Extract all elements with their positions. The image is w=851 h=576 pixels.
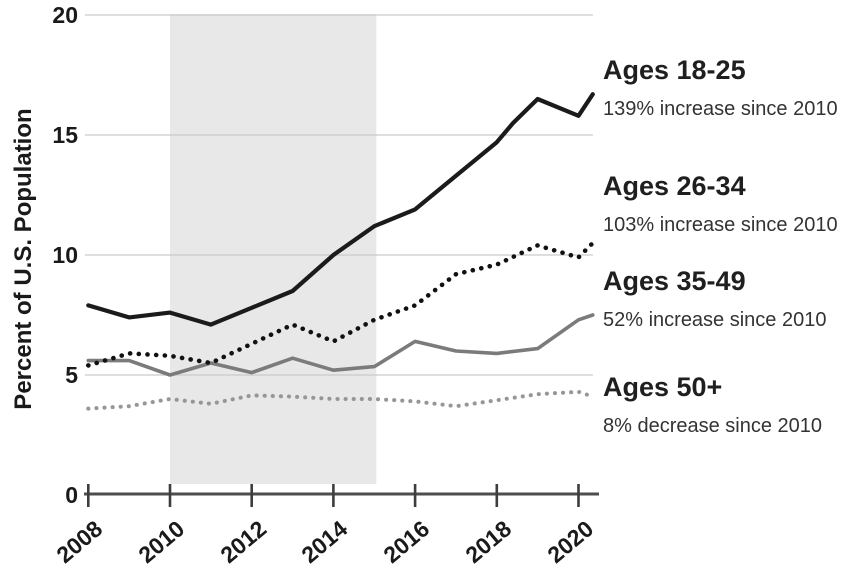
series-annotation: 139% increase since 2010 [603,98,838,120]
series-annotation: 103% increase since 2010 [603,214,838,236]
series-line-ages-18-25 [86,92,595,327]
y-tick-label-20: 20 [52,2,78,28]
legend-entry-ages-50plus: Ages 50+ 8% decrease since 2010 [603,372,848,438]
series-label: Ages 18-25 [603,55,746,85]
series-annotation: 8% decrease since 2010 [603,415,823,437]
series-label: Ages 26-34 [603,171,746,201]
y-tick-label-5: 5 [65,362,78,388]
legend-entry-ages-35-49: Ages 35-49 52% increase since 2010 [603,266,848,332]
series-line-ages-26-34 [86,240,596,368]
legend-entry-ages-26-34: Ages 26-34 103% increase since 2010 [603,171,848,237]
y-tick-label-10: 10 [52,242,78,268]
y-tick-label-0: 0 [65,482,78,508]
y-tick-label-15: 15 [52,122,78,148]
series-line-ages-50- [86,389,595,411]
series-label: Ages 50+ [603,372,723,402]
series-line-ages-35-49 [86,313,595,377]
legend-entry-ages-18-25: Ages 18-25 139% increase since 2010 [603,55,848,121]
series-annotation: 52% increase since 2010 [603,309,827,331]
series-label: Ages 35-49 [603,266,746,296]
